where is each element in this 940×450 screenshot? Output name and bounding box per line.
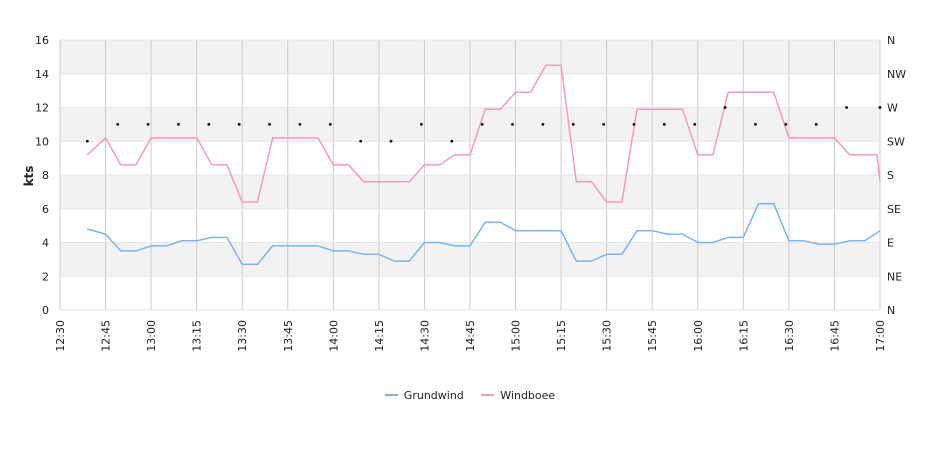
- y-tick-label: 14: [35, 68, 49, 81]
- x-tick-label: 16:00: [692, 320, 705, 352]
- series-line-windboee: [86, 64, 881, 203]
- direction-points: [85, 106, 882, 143]
- direction-point: [541, 122, 545, 126]
- y2-tick-label: N: [887, 34, 895, 47]
- y2-tick-label: W: [887, 102, 898, 115]
- y-tick-label: 0: [42, 304, 49, 317]
- y2-tick-label: NW: [887, 68, 906, 81]
- direction-point: [511, 122, 514, 126]
- x-tick-label: 14:45: [464, 320, 477, 352]
- y2-tick-label: SW: [887, 135, 905, 148]
- direction-point: [814, 122, 818, 126]
- direction-point: [420, 122, 423, 126]
- y-tick-label: 2: [42, 270, 49, 283]
- x-tick-label: 13:15: [191, 320, 204, 352]
- series-line-grundwind: [87, 202, 881, 266]
- direction-point: [878, 106, 882, 109]
- y-tick-label: 4: [42, 237, 49, 250]
- direction-point: [632, 122, 636, 126]
- legend-item-grundwind[interactable]: Grundwind: [384, 388, 464, 402]
- x-tick-label: 12:45: [100, 320, 113, 352]
- legend-swatch-grundwind: [384, 394, 398, 396]
- x-tick-label: 15:30: [601, 320, 614, 352]
- y-axis-right: N NE E SE S SW W NW N: [887, 34, 906, 317]
- y-tick-label: 6: [42, 203, 49, 216]
- direction-point: [662, 122, 666, 126]
- legend: Grundwind Windboee: [0, 386, 940, 402]
- x-tick-label: 14:15: [373, 320, 386, 352]
- x-tick-label: 16:45: [828, 320, 841, 352]
- y2-tick-label: S: [887, 169, 894, 182]
- horizontal-gridlines: [60, 39, 880, 311]
- y-tick-label: 10: [35, 135, 49, 148]
- direction-point: [723, 106, 727, 109]
- x-tick-label: 15:15: [555, 320, 568, 352]
- legend-swatch-windboee: [481, 394, 495, 396]
- series-lines: [86, 64, 881, 266]
- direction-point: [328, 122, 332, 126]
- direction-point: [602, 122, 606, 126]
- x-axis: 12:30 12:45 13:00 13:15 13:30 13:45 14:00 14:15…: [54, 320, 887, 352]
- x-tick-label: 13:00: [145, 320, 158, 352]
- x-tick-label: 14:30: [418, 320, 431, 352]
- direction-point: [389, 139, 393, 143]
- direction-point: [845, 106, 848, 109]
- direction-point: [298, 122, 302, 126]
- y-axis-title: kts: [22, 166, 36, 187]
- x-tick-label: 15:45: [646, 320, 659, 352]
- y2-tick-label: E: [887, 237, 894, 250]
- direction-point: [146, 122, 150, 126]
- x-tick-label: 12:30: [54, 320, 67, 352]
- x-tick-label: 13:45: [282, 320, 295, 352]
- y2-tick-label: N: [887, 304, 895, 317]
- direction-point: [85, 139, 89, 143]
- legend-label-windboee: Windboee: [500, 388, 556, 402]
- x-tick-label: 16:30: [783, 320, 796, 352]
- direction-point: [754, 122, 757, 126]
- x-tick-label: 13:30: [236, 320, 249, 352]
- legend-item-windboee[interactable]: Windboee: [481, 389, 555, 402]
- direction-point: [177, 122, 180, 126]
- legend-label-grundwind: Grundwind: [403, 388, 464, 402]
- y-tick-label: 8: [42, 169, 49, 182]
- y-tick-label: 16: [35, 34, 49, 47]
- x-tick-label: 15:00: [510, 320, 523, 352]
- y-axis-left: 0 2 4 6 8 10 12 14 16: [35, 34, 49, 317]
- direction-point: [359, 139, 363, 143]
- direction-point: [237, 122, 241, 126]
- y2-tick-label: SE: [887, 203, 901, 216]
- direction-point: [480, 122, 484, 126]
- direction-point: [571, 122, 575, 126]
- direction-point: [116, 122, 120, 126]
- direction-point: [784, 122, 788, 126]
- y-tick-label: 12: [35, 102, 49, 115]
- direction-point: [450, 139, 454, 143]
- x-tick-label: 17:00: [874, 320, 887, 352]
- direction-point: [207, 122, 211, 126]
- x-tick-label: 14:00: [327, 320, 340, 352]
- x-tick-label: 16:15: [737, 320, 750, 352]
- y2-tick-label: NE: [887, 270, 902, 283]
- direction-point: [268, 122, 271, 126]
- direction-point: [693, 122, 697, 126]
